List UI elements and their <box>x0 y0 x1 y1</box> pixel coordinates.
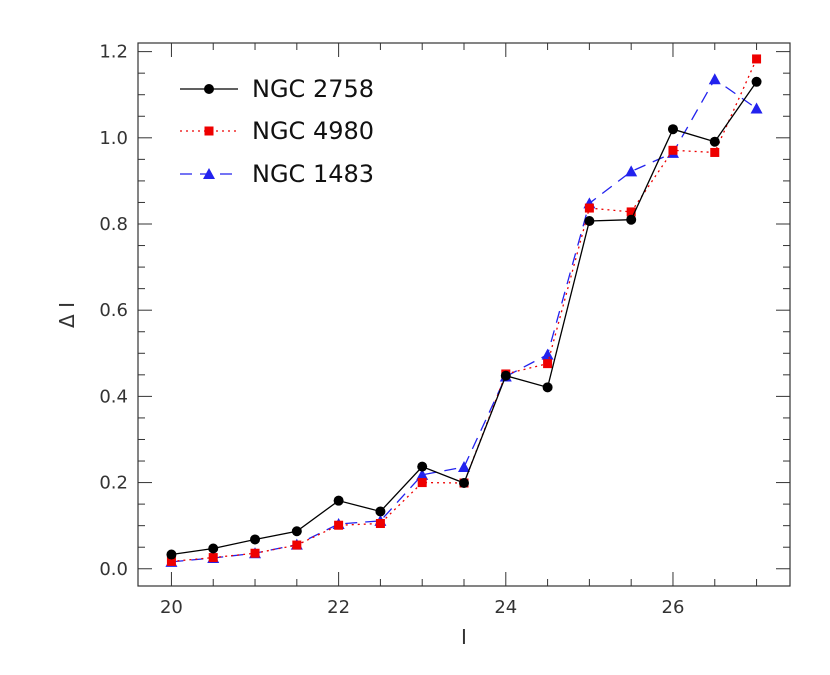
data-point-ngc-2758 <box>166 549 177 560</box>
data-point-ngc-4980 <box>626 207 636 217</box>
y-tick-label: 1.0 <box>99 128 128 149</box>
data-point-ngc-2758 <box>542 382 553 393</box>
data-point-ngc-4980 <box>334 520 344 530</box>
legend-label-ngc-1483: NGC 1483 <box>252 160 374 188</box>
x-tick-label: 24 <box>494 597 517 618</box>
plot-frame <box>137 42 791 587</box>
x-axis-label: I <box>461 625 467 649</box>
data-point-ngc-4980 <box>710 147 720 157</box>
data-point-ngc-4980 <box>668 145 678 155</box>
y-tick-label: 0.6 <box>99 300 128 321</box>
legend-label-ngc-2758: NGC 2758 <box>252 75 374 103</box>
data-point-ngc-2758 <box>459 478 469 489</box>
data-point-ngc-2758 <box>500 370 511 381</box>
series-line-ngc-4980 <box>171 58 758 563</box>
series-ngc-2758 <box>166 76 762 560</box>
data-point-ngc-2758 <box>626 214 637 225</box>
series-layer <box>165 54 763 567</box>
legend-marker-ngc-4980 <box>204 126 214 136</box>
y-tick-label: 1.2 <box>99 42 128 63</box>
data-point-ngc-2758 <box>584 215 595 226</box>
data-point-ngc-4980 <box>292 540 302 550</box>
data-point-ngc-2758 <box>333 495 344 506</box>
y-tick-label: 0.0 <box>99 559 128 580</box>
legend-label-ngc-4980: NGC 4980 <box>252 117 374 145</box>
data-point-ngc-1483 <box>708 73 721 85</box>
x-tick-label: 26 <box>662 597 685 618</box>
legend-entry-ngc-4980: NGC 4980 <box>180 117 374 145</box>
data-point-ngc-4980 <box>250 548 260 558</box>
data-point-ngc-4980 <box>375 519 385 529</box>
legend-swatch-ngc-4980 <box>180 126 238 136</box>
y-axis-label: Δ I <box>55 302 79 328</box>
data-point-ngc-1483 <box>625 165 638 177</box>
legend-entry-ngc-2758: NGC 2758 <box>180 75 374 103</box>
legend-entry-ngc-1483: NGC 1483 <box>180 160 374 188</box>
data-point-ngc-1483 <box>458 461 470 473</box>
legend-swatch-ngc-2758 <box>180 84 238 94</box>
data-point-ngc-4980 <box>584 203 594 213</box>
legend-marker-ngc-1483 <box>203 168 215 179</box>
y-tick-label: 0.8 <box>99 214 128 235</box>
legend: NGC 2758 NGC 4980 NGC 1483 <box>180 75 374 188</box>
x-tick-label: 20 <box>160 597 183 618</box>
data-point-ngc-4980 <box>417 478 427 488</box>
data-point-ngc-2758 <box>667 124 678 135</box>
legend-marker-ngc-2758 <box>204 84 214 94</box>
data-point-ngc-1483 <box>750 102 763 114</box>
legend-swatch-ngc-1483 <box>180 168 238 179</box>
y-axis-ticks: 0.0 0.2 0.4 0.6 0.8 1.0 1.2 <box>99 42 790 580</box>
data-point-ngc-4980 <box>752 54 762 64</box>
data-point-ngc-4980 <box>208 553 218 563</box>
data-point-ngc-1483 <box>541 348 554 360</box>
y-tick-label: 0.2 <box>99 473 128 494</box>
data-point-ngc-2758 <box>291 526 302 537</box>
y-tick-label: 0.4 <box>99 386 128 407</box>
data-point-ngc-4980 <box>166 556 176 566</box>
data-point-ngc-1483 <box>416 468 429 480</box>
data-point-ngc-2758 <box>250 534 261 545</box>
data-point-ngc-2758 <box>751 76 762 87</box>
x-tick-label: 22 <box>327 597 350 618</box>
data-point-ngc-2758 <box>709 136 720 147</box>
data-point-ngc-2758 <box>208 543 219 554</box>
x-axis-ticks: 20 22 24 26 <box>160 43 758 618</box>
data-point-ngc-2758 <box>417 461 428 472</box>
data-point-ngc-4980 <box>543 359 553 369</box>
data-point-ngc-2758 <box>375 506 386 517</box>
